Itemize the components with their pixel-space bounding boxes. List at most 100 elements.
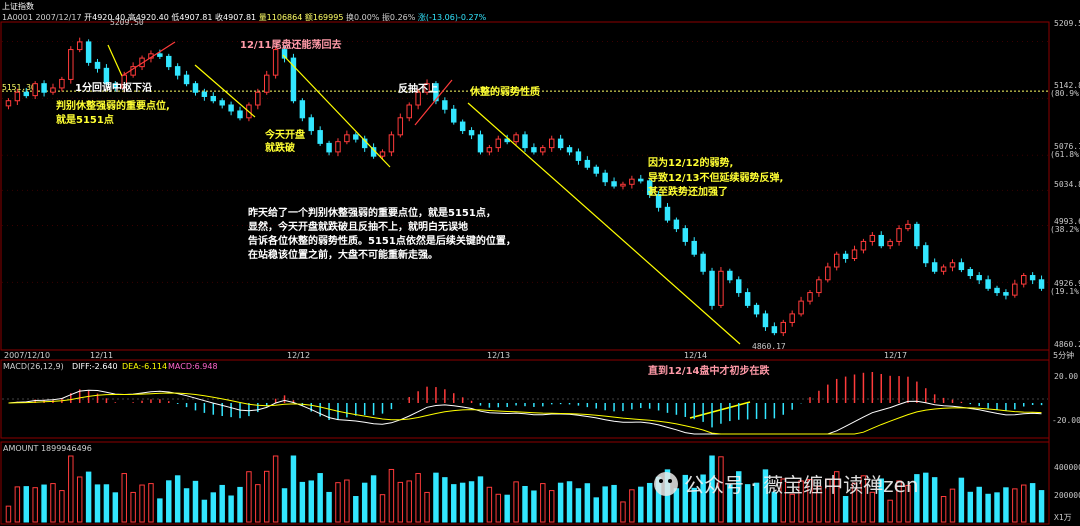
amount-bar xyxy=(50,483,56,523)
amount-bar xyxy=(682,474,689,523)
candle xyxy=(709,270,715,306)
amount-bar xyxy=(192,480,199,523)
candle xyxy=(789,313,795,323)
candle xyxy=(41,83,47,93)
candle xyxy=(798,300,804,315)
candle xyxy=(967,269,974,277)
candle xyxy=(629,178,635,185)
amount-bar xyxy=(789,493,795,523)
amount-bar xyxy=(219,484,225,523)
trend-lines xyxy=(107,41,751,419)
annotation-2-line1: 判别休整强弱的重要点位, xyxy=(56,99,170,112)
macd-title: MACD(26,12,9) xyxy=(3,362,64,371)
candle xyxy=(32,83,38,97)
amount-bar xyxy=(896,480,902,523)
candle xyxy=(566,147,573,153)
amount-bar xyxy=(41,484,47,523)
amount-bar xyxy=(246,471,252,523)
header-low: 低4907.81 xyxy=(171,13,213,22)
time-label-1: 2007/12/10 xyxy=(4,351,50,360)
candle xyxy=(406,104,412,119)
candle xyxy=(50,87,56,93)
amount-bar xyxy=(780,478,786,523)
trend-line-3 xyxy=(194,64,256,118)
amount-bar xyxy=(771,491,778,523)
amount-bar xyxy=(451,484,457,523)
amount-bar xyxy=(281,488,288,523)
annotation-6: 休整的弱势性质 xyxy=(469,85,540,98)
amount-bar xyxy=(557,482,564,523)
amount-bar xyxy=(949,488,956,523)
candle xyxy=(1003,292,1009,296)
amount-bar xyxy=(887,499,893,523)
candle xyxy=(842,253,849,259)
amount-bar xyxy=(14,486,21,523)
amount-bar xyxy=(709,455,715,523)
candle xyxy=(548,138,555,149)
wechat-icon xyxy=(654,472,678,496)
candle xyxy=(415,91,421,106)
amount-bar xyxy=(361,482,368,523)
candle xyxy=(219,100,225,106)
candle xyxy=(192,83,199,93)
price-tick-5: 4993.6 xyxy=(1054,217,1080,226)
amount-bar xyxy=(255,484,261,523)
amount-bar xyxy=(397,481,404,523)
amount-bar xyxy=(744,484,751,523)
amount-bar xyxy=(317,473,323,523)
candle xyxy=(896,228,902,242)
amount-bar xyxy=(727,484,733,523)
amount-bar xyxy=(1003,487,1009,523)
amount-bar xyxy=(914,474,920,523)
amount-bar xyxy=(76,476,83,523)
amount-bar xyxy=(798,480,804,523)
amount-bar xyxy=(833,471,840,523)
period-label: 5分钟 xyxy=(1053,350,1074,360)
candle xyxy=(1021,275,1027,285)
amount-bar xyxy=(299,481,306,523)
candle xyxy=(780,321,786,334)
candle xyxy=(914,223,920,247)
amount-bar xyxy=(210,492,217,523)
candle xyxy=(388,134,395,153)
amount-bar xyxy=(201,499,208,523)
amount-bar xyxy=(103,484,110,523)
amount-bar xyxy=(424,491,430,523)
amount-bar xyxy=(584,483,591,523)
candle xyxy=(459,121,466,132)
candle xyxy=(23,91,29,97)
candle xyxy=(237,110,243,119)
candle xyxy=(753,304,760,315)
candle xyxy=(593,166,599,174)
candle xyxy=(531,147,537,153)
wechat-icon-eye-left xyxy=(659,479,663,483)
candle xyxy=(68,49,74,80)
amount-bar xyxy=(940,496,947,523)
candle xyxy=(638,178,644,182)
candle xyxy=(76,41,83,51)
price-tick-7: 4860.2 xyxy=(1054,340,1080,349)
candle xyxy=(433,83,439,102)
candle xyxy=(807,292,813,302)
amount-title: AMOUNT 1899946496 xyxy=(3,444,92,453)
candle xyxy=(468,130,475,136)
amount-bar xyxy=(335,482,341,523)
candle xyxy=(833,253,840,268)
amount-bar xyxy=(174,475,181,523)
candle xyxy=(646,180,653,196)
time-label-4: 12/13 xyxy=(487,351,510,360)
amount-tick-2: 200000 xyxy=(1054,491,1080,500)
amount-bar xyxy=(468,481,475,523)
macd-value: MACD:6.948 xyxy=(168,362,218,371)
candle xyxy=(85,41,92,63)
amount-bar xyxy=(1012,488,1018,523)
price-tick-2: 5142.8 xyxy=(1054,81,1080,90)
amount-bar xyxy=(958,477,965,523)
candle xyxy=(923,245,929,264)
candle xyxy=(157,53,163,57)
amount-bar xyxy=(495,493,502,523)
amount-bar xyxy=(513,481,519,523)
window-title: 上证指数 xyxy=(2,2,34,11)
amount-bar xyxy=(228,495,234,523)
amount-bar xyxy=(931,477,938,523)
